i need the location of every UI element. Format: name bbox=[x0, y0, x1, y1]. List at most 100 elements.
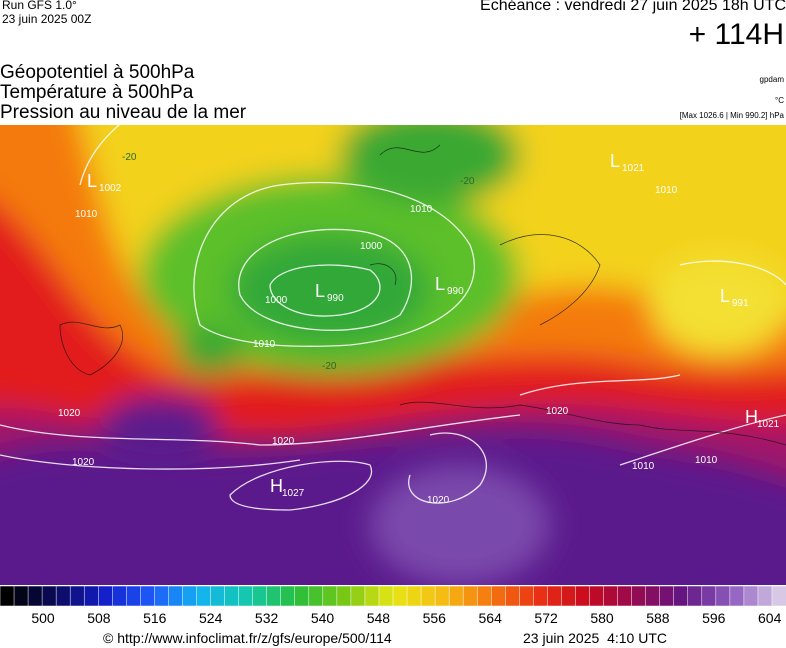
colorbar-tick: 508 bbox=[87, 610, 111, 626]
colorbar-tick: 532 bbox=[254, 610, 279, 626]
echeance: Echéance : vendredi 27 juin 2025 18h UTC bbox=[480, 0, 786, 14]
isoline-label: 1020 bbox=[58, 408, 81, 419]
layer-3: Pression au niveau de la mer bbox=[0, 102, 247, 123]
colorbar-tick: 580 bbox=[590, 610, 614, 626]
color-swatch bbox=[575, 586, 591, 607]
system-letter: L bbox=[87, 171, 97, 191]
color-swatch bbox=[210, 586, 226, 607]
color-swatch bbox=[83, 586, 100, 607]
colorbar-ticks: 500 508 516 524 532 540 548 556 564 572 580 588 596 6… bbox=[0, 610, 786, 630]
colorbar-tick: 572 bbox=[534, 610, 558, 626]
color-swatch bbox=[252, 586, 268, 607]
isoline-label: -20 bbox=[322, 361, 337, 372]
color-swatch bbox=[98, 586, 114, 607]
color-swatch bbox=[13, 586, 29, 607]
color-swatch bbox=[406, 586, 422, 607]
unit-hpa: [Max 1026.6 | Min 990.2] hPa bbox=[679, 111, 784, 120]
color-swatch bbox=[322, 586, 338, 607]
run-date: 23 juin 2025 00Z bbox=[2, 12, 92, 26]
isoline-label: 1020 bbox=[72, 457, 95, 468]
color-swatch bbox=[420, 586, 436, 607]
run: Run GFS 1.0° bbox=[2, 0, 77, 12]
system-value: 990 bbox=[447, 286, 464, 297]
isoline-label: 1010 bbox=[75, 209, 98, 220]
system-letter: L bbox=[720, 286, 730, 306]
unit-celsius: °C bbox=[775, 96, 784, 105]
lead-time: + 114H bbox=[688, 18, 784, 51]
isoline-label: -20 bbox=[122, 152, 137, 163]
color-swatch bbox=[168, 586, 184, 607]
colorbar-tick: 556 bbox=[422, 610, 446, 626]
color-swatch bbox=[224, 586, 240, 607]
color-swatch bbox=[673, 586, 689, 607]
unit-gpdam: gpdam bbox=[759, 75, 784, 84]
color-swatch bbox=[505, 586, 521, 607]
system-value: 1021 bbox=[757, 419, 780, 430]
isoline-label: 1000 bbox=[265, 295, 288, 306]
isoline-label: 1010 bbox=[253, 339, 276, 350]
color-swatch bbox=[392, 586, 408, 607]
system-value: 1002 bbox=[99, 183, 122, 194]
color-swatch bbox=[589, 586, 605, 607]
color-swatch bbox=[757, 586, 773, 607]
color-swatch bbox=[378, 586, 394, 607]
system-value: 990 bbox=[327, 293, 344, 304]
layer-1: Géopotentiel à 500hPa bbox=[0, 62, 195, 83]
color-swatch bbox=[561, 586, 577, 607]
color-swatch bbox=[533, 586, 549, 607]
colorbar-tick: 596 bbox=[702, 610, 726, 626]
color-swatch bbox=[617, 586, 633, 607]
color-swatch bbox=[476, 586, 493, 607]
color-swatch bbox=[280, 586, 296, 607]
color-swatch bbox=[196, 586, 212, 607]
field bbox=[0, 125, 786, 585]
system-letter: L bbox=[435, 274, 445, 294]
color-swatch bbox=[491, 586, 507, 607]
color-swatch bbox=[69, 586, 85, 607]
color-swatch bbox=[336, 586, 352, 607]
color-swatch bbox=[743, 586, 759, 607]
color-swatch bbox=[0, 586, 15, 607]
system-value: 1027 bbox=[282, 488, 305, 499]
color-swatch bbox=[547, 586, 563, 607]
colorbar bbox=[0, 586, 786, 607]
color-swatch bbox=[659, 586, 675, 607]
color-swatch bbox=[41, 586, 57, 607]
color-swatch bbox=[364, 586, 380, 607]
color-swatch bbox=[645, 586, 661, 607]
color-swatch bbox=[126, 586, 142, 607]
isoline-label: 1020 bbox=[546, 406, 569, 417]
color-swatch bbox=[701, 586, 717, 607]
colorbar-tick: 548 bbox=[366, 610, 391, 626]
system-letter: L bbox=[315, 281, 325, 301]
isoline-label: 1000 bbox=[360, 241, 383, 252]
color-swatch bbox=[266, 586, 282, 607]
footer-time: 23 juin 2025 4:10 UTC bbox=[523, 630, 667, 646]
isoline-label: 1020 bbox=[427, 495, 450, 506]
color-swatch bbox=[519, 586, 535, 607]
colorbar-tick: 564 bbox=[478, 610, 502, 626]
color-swatch bbox=[182, 586, 198, 607]
color-swatch bbox=[238, 586, 254, 607]
color-swatch bbox=[771, 586, 786, 607]
system-letter: H bbox=[270, 476, 283, 496]
color-swatch bbox=[715, 586, 731, 607]
colorbar-tick: 588 bbox=[646, 610, 670, 626]
system-value: 1021 bbox=[622, 163, 645, 174]
color-swatch bbox=[55, 586, 71, 607]
color-swatch bbox=[462, 586, 478, 607]
color-swatch bbox=[154, 586, 170, 607]
color-swatch bbox=[687, 586, 703, 607]
colorbar-tick: 524 bbox=[199, 610, 223, 626]
color-swatch bbox=[308, 586, 324, 607]
colorbar-tick: 500 bbox=[31, 610, 55, 626]
system-letter: H bbox=[745, 407, 758, 427]
colorbar-tick: 604 bbox=[758, 610, 782, 626]
isoline-label: -20 bbox=[460, 176, 475, 187]
color-swatch bbox=[350, 586, 366, 607]
isoline-label: 1020 bbox=[272, 436, 295, 447]
layer-2: Température à 500hPa bbox=[0, 82, 194, 103]
color-swatch bbox=[603, 586, 619, 607]
color-swatch bbox=[112, 586, 128, 607]
